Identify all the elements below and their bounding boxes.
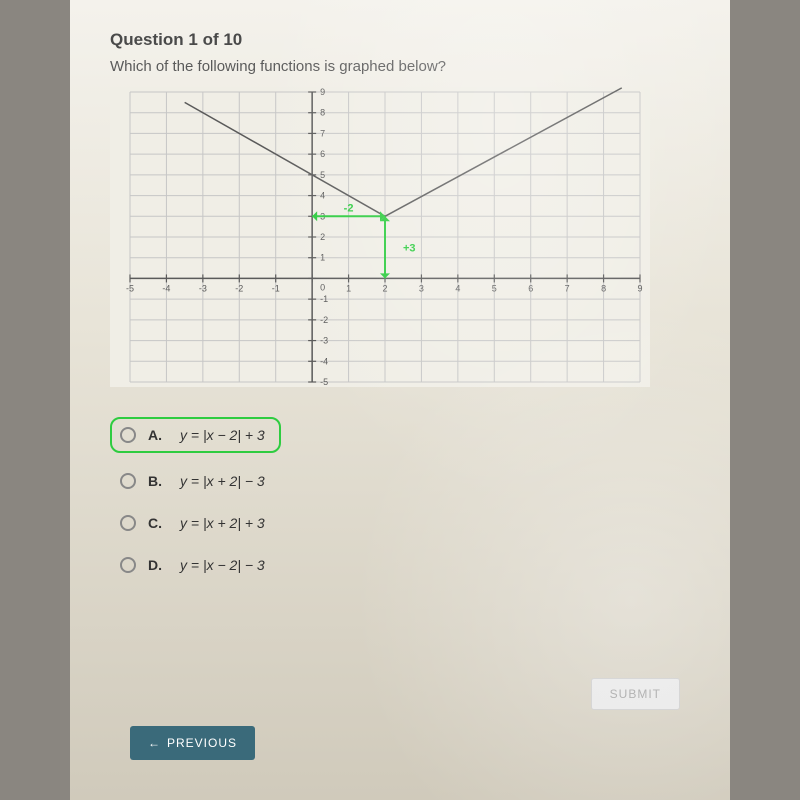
svg-text:-2: -2 xyxy=(344,202,354,214)
svg-text:6: 6 xyxy=(528,283,533,293)
option-equation: y = |x + 2| − 3 xyxy=(180,473,265,489)
option-letter: D. xyxy=(148,557,162,573)
svg-text:-4: -4 xyxy=(320,356,328,366)
arrow-left-icon: ← xyxy=(148,736,161,750)
radio-icon[interactable] xyxy=(120,473,136,489)
svg-text:-4: -4 xyxy=(162,283,170,293)
option-letter: A. xyxy=(148,427,162,443)
svg-text:5: 5 xyxy=(492,283,497,293)
option-b[interactable]: B. y = |x + 2| − 3 xyxy=(110,467,275,495)
previous-label: PREVIOUS xyxy=(167,736,237,750)
svg-text:5: 5 xyxy=(320,170,325,180)
svg-text:3: 3 xyxy=(419,283,424,293)
svg-text:-5: -5 xyxy=(126,283,134,293)
previous-button[interactable]: ← PREVIOUS xyxy=(130,726,255,760)
svg-text:2: 2 xyxy=(382,283,387,293)
svg-text:-1: -1 xyxy=(272,283,280,293)
option-d[interactable]: D. y = |x − 2| − 3 xyxy=(110,551,275,579)
svg-text:9: 9 xyxy=(637,283,642,293)
svg-text:1: 1 xyxy=(346,283,351,293)
svg-text:-3: -3 xyxy=(199,283,207,293)
question-prompt: Which of the following functions is grap… xyxy=(110,58,690,75)
svg-text:7: 7 xyxy=(565,283,570,293)
svg-text:0: 0 xyxy=(320,282,325,292)
svg-text:-2: -2 xyxy=(320,315,328,325)
svg-text:9: 9 xyxy=(320,87,325,97)
svg-text:8: 8 xyxy=(320,108,325,118)
radio-icon[interactable] xyxy=(120,427,136,443)
svg-text:4: 4 xyxy=(455,283,460,293)
svg-text:-5: -5 xyxy=(320,377,328,387)
svg-text:+3: +3 xyxy=(403,242,416,254)
radio-icon[interactable] xyxy=(120,557,136,573)
submit-button[interactable]: SUBMIT xyxy=(591,678,680,710)
svg-text:-1: -1 xyxy=(320,294,328,304)
option-a[interactable]: A. y = |x − 2| + 3 xyxy=(110,417,281,453)
svg-text:-2: -2 xyxy=(235,283,243,293)
option-equation: y = |x − 2| + 3 xyxy=(180,427,265,443)
svg-text:2: 2 xyxy=(320,232,325,242)
svg-text:6: 6 xyxy=(320,149,325,159)
radio-icon[interactable] xyxy=(120,515,136,531)
svg-text:-3: -3 xyxy=(320,336,328,346)
graph: -5-4-3-2-1123456789-5-4-3-2-11234567890 … xyxy=(110,87,650,387)
question-header: Question 1 of 10 xyxy=(110,30,690,50)
option-c[interactable]: C. y = |x + 2| + 3 xyxy=(110,509,275,537)
svg-text:8: 8 xyxy=(601,283,606,293)
svg-text:4: 4 xyxy=(320,191,325,201)
svg-text:7: 7 xyxy=(320,128,325,138)
options-list: A. y = |x − 2| + 3 B. y = |x + 2| − 3 C. y = … xyxy=(110,417,690,579)
option-letter: C. xyxy=(148,515,162,531)
svg-text:1: 1 xyxy=(320,253,325,263)
option-letter: B. xyxy=(148,473,162,489)
option-equation: y = |x + 2| + 3 xyxy=(180,515,265,531)
option-equation: y = |x − 2| − 3 xyxy=(180,557,265,573)
